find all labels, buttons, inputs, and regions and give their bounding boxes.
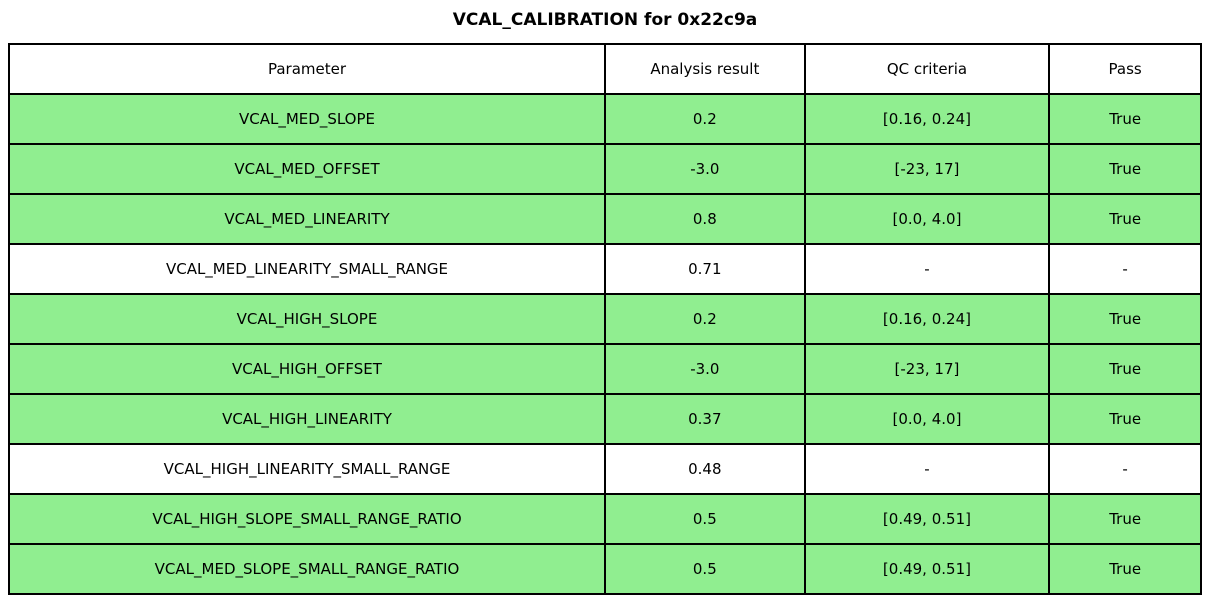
parameter-cell: VCAL_HIGH_SLOPE — [8, 293, 606, 345]
table-row: VCAL_MED_OFFSET -3.0 [-23, 17] True — [8, 143, 1202, 195]
qc-criteria-cell: - — [803, 443, 1051, 495]
analysis-result-cell: 0.37 — [604, 393, 806, 445]
analysis-result-cell: 0.2 — [604, 93, 806, 145]
page-title: VCAL_CALIBRATION for 0x22c9a — [452, 10, 758, 30]
pass-cell: True — [1048, 143, 1202, 195]
analysis-result-cell: 0.8 — [604, 193, 806, 245]
analysis-result-cell: 0.71 — [604, 243, 806, 295]
analysis-result-cell: 0.2 — [604, 293, 806, 345]
header-parameter: Parameter — [8, 43, 606, 95]
table-row: VCAL_MED_SLOPE 0.2 [0.16, 0.24] True — [8, 93, 1202, 145]
parameter-cell: VCAL_MED_LINEARITY — [8, 193, 606, 245]
pass-cell: True — [1048, 343, 1202, 395]
pass-cell: True — [1048, 493, 1202, 545]
qc-criteria-cell: [0.16, 0.24] — [803, 293, 1051, 345]
table-row: VCAL_MED_SLOPE_SMALL_RANGE_RATIO 0.5 [0.… — [8, 543, 1202, 595]
parameter-cell: VCAL_HIGH_SLOPE_SMALL_RANGE_RATIO — [8, 493, 606, 545]
header-pass: Pass — [1048, 43, 1202, 95]
analysis-result-cell: -3.0 — [604, 343, 806, 395]
qc-criteria-cell: [0.49, 0.51] — [803, 543, 1051, 595]
pass-cell: True — [1048, 393, 1202, 445]
table-body: VCAL_MED_SLOPE 0.2 [0.16, 0.24] True VCA… — [8, 93, 1202, 595]
table-row: VCAL_HIGH_SLOPE_SMALL_RANGE_RATIO 0.5 [0… — [8, 493, 1202, 545]
analysis-result-cell: 0.5 — [604, 493, 806, 545]
table-row: VCAL_MED_LINEARITY 0.8 [0.0, 4.0] True — [8, 193, 1202, 245]
table-row: VCAL_HIGH_OFFSET -3.0 [-23, 17] True — [8, 343, 1202, 395]
qc-criteria-cell: [0.0, 4.0] — [803, 393, 1051, 445]
parameter-cell: VCAL_MED_SLOPE_SMALL_RANGE_RATIO — [8, 543, 606, 595]
table-row: VCAL_HIGH_SLOPE 0.2 [0.16, 0.24] True — [8, 293, 1202, 345]
pass-cell: True — [1048, 293, 1202, 345]
parameter-cell: VCAL_MED_LINEARITY_SMALL_RANGE — [8, 243, 606, 295]
header-analysis-result: Analysis result — [604, 43, 806, 95]
qc-criteria-cell: [0.0, 4.0] — [803, 193, 1051, 245]
parameter-cell: VCAL_HIGH_LINEARITY — [8, 393, 606, 445]
qc-criteria-cell: - — [803, 243, 1051, 295]
pass-cell: True — [1048, 93, 1202, 145]
table-row: VCAL_HIGH_LINEARITY_SMALL_RANGE 0.48 - - — [8, 443, 1202, 495]
header-qc-criteria: QC criteria — [803, 43, 1051, 95]
pass-cell: - — [1048, 443, 1202, 495]
parameter-cell: VCAL_MED_OFFSET — [8, 143, 606, 195]
parameter-cell: VCAL_HIGH_LINEARITY_SMALL_RANGE — [8, 443, 606, 495]
qc-criteria-cell: [-23, 17] — [803, 143, 1051, 195]
pass-cell: True — [1048, 193, 1202, 245]
parameter-cell: VCAL_HIGH_OFFSET — [8, 343, 606, 395]
table-header-row: Parameter Analysis result QC criteria Pa… — [8, 43, 1202, 95]
parameter-cell: VCAL_MED_SLOPE — [8, 93, 606, 145]
qc-criteria-cell: [0.16, 0.24] — [803, 93, 1051, 145]
table-row: VCAL_MED_LINEARITY_SMALL_RANGE 0.71 - - — [8, 243, 1202, 295]
analysis-result-cell: 0.48 — [604, 443, 806, 495]
qc-criteria-cell: [0.49, 0.51] — [803, 493, 1051, 545]
qc-criteria-cell: [-23, 17] — [803, 343, 1051, 395]
pass-cell: True — [1048, 543, 1202, 595]
qc-results-table: Parameter Analysis result QC criteria Pa… — [8, 43, 1202, 595]
analysis-result-cell: -3.0 — [604, 143, 806, 195]
table-row: VCAL_HIGH_LINEARITY 0.37 [0.0, 4.0] True — [8, 393, 1202, 445]
analysis-result-cell: 0.5 — [604, 543, 806, 595]
pass-cell: - — [1048, 243, 1202, 295]
